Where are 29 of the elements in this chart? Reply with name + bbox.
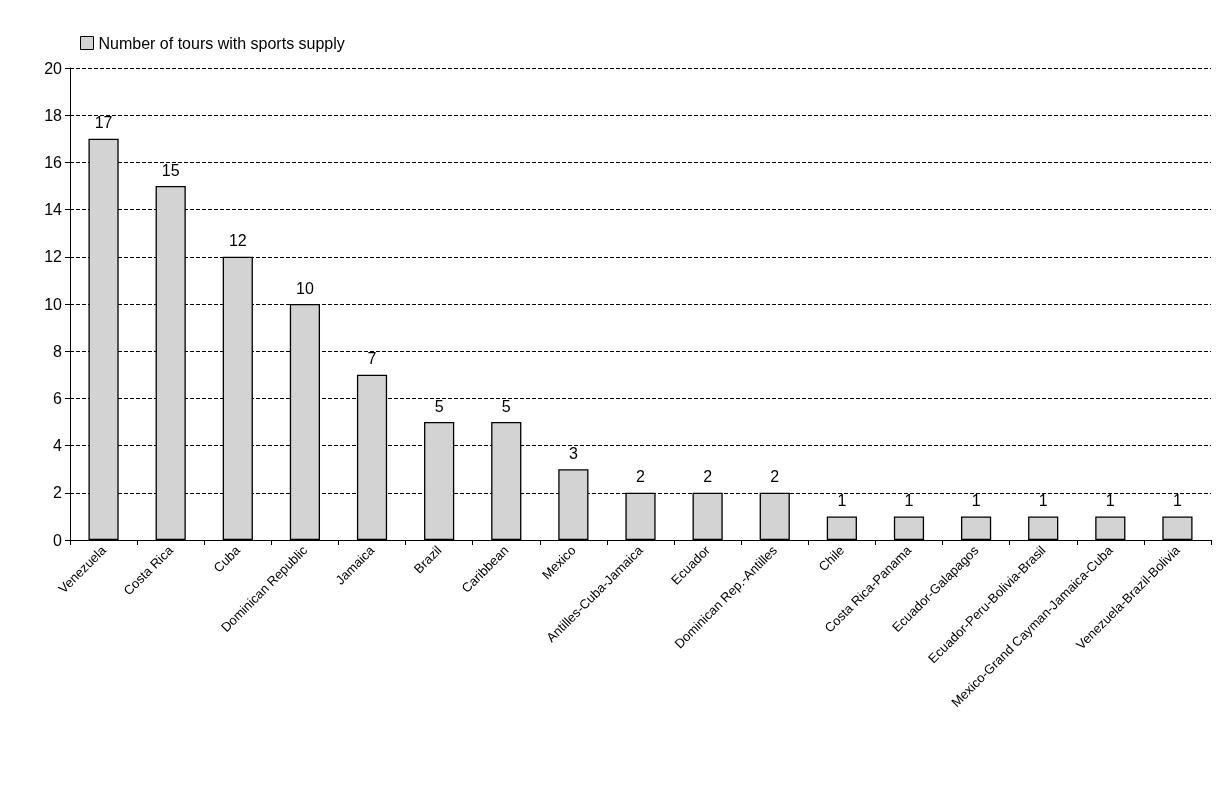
data-label: 5 (434, 397, 444, 415)
data-label: 1 (971, 491, 981, 509)
data-label: 17 (94, 114, 113, 132)
y-tick-label: 8 (53, 342, 63, 360)
y-tick-label: 6 (53, 389, 63, 407)
data-label: 1 (904, 491, 914, 509)
y-tick-label: 20 (44, 59, 63, 77)
y-tick-label: 14 (44, 201, 63, 219)
data-label: 7 (367, 350, 377, 368)
data-label: 12 (228, 232, 247, 250)
y-tick-label: 4 (53, 437, 63, 455)
data-label: 2 (770, 468, 780, 486)
y-tick-label: 18 (44, 106, 63, 124)
y-tick-label: 16 (44, 153, 63, 171)
data-label: 2 (636, 468, 646, 486)
data-label: 1 (1172, 491, 1182, 509)
data-label: 5 (501, 397, 511, 415)
y-tick-label: 12 (44, 248, 63, 266)
y-tick-label: 0 (53, 531, 63, 549)
data-label: 1 (837, 491, 847, 509)
data-label: 1 (1038, 491, 1048, 509)
data-label: 1 (1105, 491, 1115, 509)
data-label: 3 (568, 444, 578, 462)
data-label: 2 (703, 468, 713, 486)
y-tick-label: 10 (44, 295, 63, 313)
data-label: 10 (296, 279, 314, 297)
legend-label: Number of tours with sports supply (98, 34, 345, 52)
y-tick-label: 2 (53, 484, 63, 502)
data-label: 15 (161, 161, 180, 179)
